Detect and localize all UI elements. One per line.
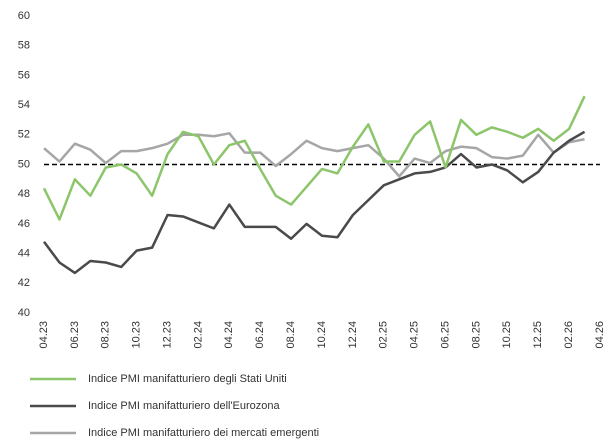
y-tick-label: 56 bbox=[18, 69, 30, 81]
legend-label: Indice PMI manifatturiero dei mercati em… bbox=[88, 427, 319, 439]
legend-label: Indice PMI manifatturiero degli Stati Un… bbox=[88, 373, 287, 385]
x-tick-label: 06.23 bbox=[69, 321, 81, 349]
x-tick-label: 02.24 bbox=[192, 321, 204, 349]
x-tick-label: 06.24 bbox=[254, 321, 266, 349]
x-tick-label: 08.24 bbox=[285, 321, 297, 349]
y-tick-label: 52 bbox=[18, 129, 30, 141]
x-tick-label: 08.25 bbox=[470, 321, 482, 349]
x-tick-label: 04.25 bbox=[409, 321, 421, 349]
x-tick-label: 04.24 bbox=[223, 321, 235, 349]
y-tick-label: 58 bbox=[18, 40, 30, 52]
x-tick-label: 10.25 bbox=[501, 321, 513, 349]
x-tick-label: 02.25 bbox=[378, 321, 390, 349]
legend-label: Indice PMI manifatturiero dell'Eurozona bbox=[88, 400, 281, 412]
x-tick-label: 10.24 bbox=[316, 321, 328, 349]
y-tick-label: 44 bbox=[18, 248, 30, 260]
y-tick-label: 50 bbox=[18, 158, 30, 170]
x-tick-label: 12.23 bbox=[161, 321, 173, 349]
x-tick-label: 12.24 bbox=[347, 321, 359, 349]
x-tick-label: 10.23 bbox=[131, 321, 143, 349]
y-tick-label: 54 bbox=[18, 99, 30, 111]
series-line bbox=[43, 132, 585, 178]
y-tick-label: 48 bbox=[18, 188, 30, 200]
series-line bbox=[42, 95, 586, 221]
x-tick-label: 04.26 bbox=[594, 321, 606, 349]
y-tick-label: 46 bbox=[18, 218, 30, 230]
y-tick-label: 60 bbox=[18, 10, 30, 22]
x-tick-label: 06.25 bbox=[439, 321, 451, 349]
y-tick-label: 40 bbox=[18, 307, 30, 319]
x-tick-label: 04.23 bbox=[38, 321, 50, 349]
x-tick-label: 02.26 bbox=[563, 321, 575, 349]
y-tick-label: 42 bbox=[18, 277, 30, 289]
series-line bbox=[42, 130, 586, 275]
x-tick-label: 12.25 bbox=[532, 321, 544, 349]
x-tick-label: 08.23 bbox=[100, 321, 112, 349]
